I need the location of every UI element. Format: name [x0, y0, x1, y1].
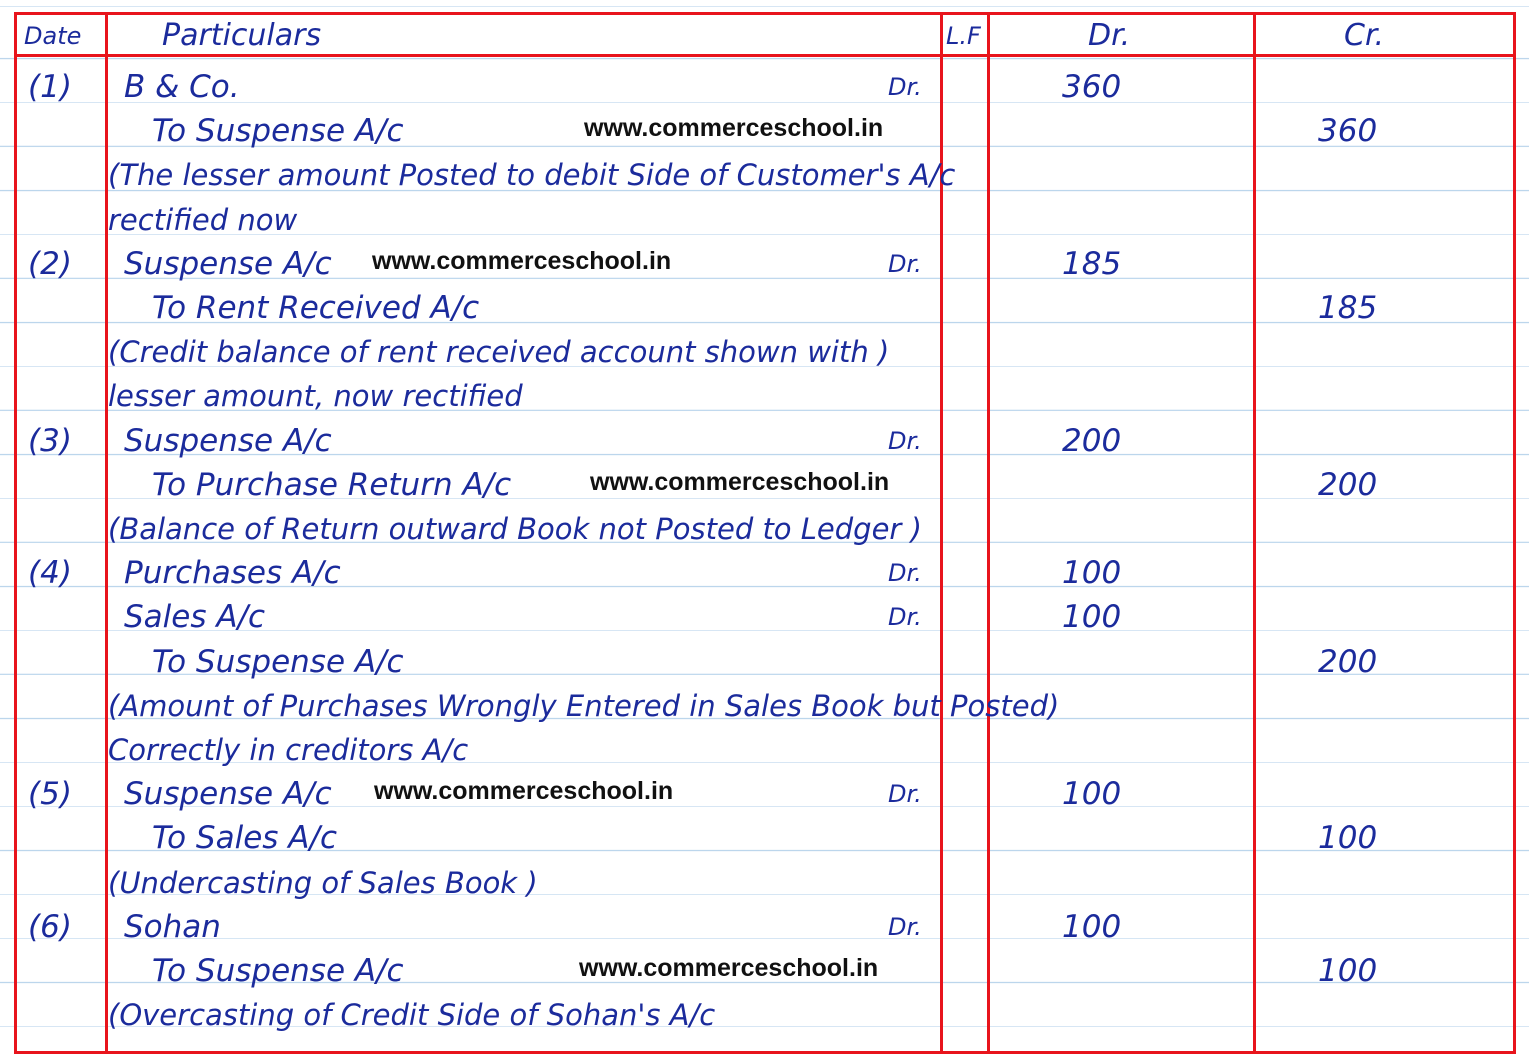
journal-row: (6) Sohan Dr. 100 [0, 902, 1529, 946]
journal-row: (4) Purchases A/c Dr. 100 [0, 548, 1529, 592]
journal-row: To Suspense A/c 100 www.commerceschool.in [0, 946, 1529, 990]
column-divider-particulars [940, 12, 943, 1054]
particulars-text: Correctly in creditors A/c [108, 733, 469, 767]
watermark-text: www.commerceschool.in [590, 467, 890, 496]
debit-marker: Dr. [888, 912, 922, 941]
entry-number: (2) [28, 245, 72, 282]
credit-amount: 360 [1318, 113, 1378, 150]
journal-row: To Suspense A/c 360 www.commerceschool.in [0, 106, 1529, 150]
particulars-text: B & Co. [124, 69, 240, 105]
debit-amount: 185 [1062, 245, 1122, 282]
header-cr: Cr. [1344, 18, 1385, 53]
debit-amount: 100 [1062, 599, 1122, 636]
entry-number: (3) [28, 422, 72, 459]
journal-row: (1) B & Co. Dr. 360 [0, 62, 1529, 106]
journal-row: (Balance of Return outward Book not Post… [0, 504, 1529, 548]
debit-amount: 100 [1062, 908, 1122, 945]
particulars-text: Sohan [124, 908, 221, 945]
particulars-text: (Undercasting of Sales Book ) [108, 865, 538, 900]
watermark-text: www.commerceschool.in [374, 777, 674, 806]
particulars-text: To Rent Received A/c [152, 290, 480, 326]
watermark-text: www.commerceschool.in [579, 954, 879, 982]
journal-row: (3) Suspense A/c Dr. 200 [0, 416, 1529, 460]
credit-amount: 100 [1318, 953, 1378, 989]
credit-amount: 185 [1318, 290, 1378, 326]
debit-marker: Dr. [888, 780, 922, 809]
particulars-text: Sales A/c [124, 599, 266, 636]
entry-number: (6) [28, 908, 72, 945]
credit-amount: 200 [1318, 466, 1378, 503]
journal-row: (Overcasting of Credit Side of Sohan's A… [0, 990, 1529, 1034]
particulars-text: lesser amount, now rectified [108, 379, 523, 414]
debit-amount: 100 [1062, 776, 1122, 813]
column-divider-lf [987, 12, 990, 1054]
particulars-text: rectified now [108, 202, 298, 237]
debit-amount: 100 [1062, 555, 1122, 592]
particulars-text: (Overcasting of Credit Side of Sohan's A… [108, 998, 716, 1033]
journal-row: lesser amount, now rectified [0, 371, 1529, 415]
particulars-text: To Sales A/c [152, 820, 337, 857]
journal-border [14, 12, 1516, 1054]
particulars-text: To Purchase Return A/c [152, 466, 512, 503]
debit-marker: Dr. [888, 73, 922, 101]
journal-row: (The lesser amount Posted to debit Side … [0, 150, 1529, 194]
header-date: Date [24, 22, 82, 50]
journal-row: To Rent Received A/c 185 [0, 283, 1529, 327]
journal-row: rectified now [0, 195, 1529, 239]
particulars-text: (Balance of Return outward Book not Post… [108, 512, 922, 546]
header-lf: L.F [946, 22, 981, 50]
header-dr: Dr. [1088, 18, 1131, 53]
journal-row: (5) Suspense A/c Dr. 100 www.commerceschool.… [0, 769, 1529, 813]
entry-number: (4) [28, 555, 72, 592]
journal-row: Sales A/c Dr. 100 [0, 592, 1529, 636]
particulars-text: Purchases A/c [124, 555, 341, 592]
particulars-text: (Credit balance of rent received account… [108, 335, 890, 370]
journal-row: (2) Suspense A/c Dr. 185 www.commerceschool.… [0, 239, 1529, 283]
column-divider-date [105, 12, 108, 1054]
debit-marker: Dr. [888, 249, 922, 278]
journal-row: To Suspense A/c 200 [0, 637, 1529, 681]
debit-amount: 360 [1062, 69, 1122, 105]
journal-row: (Amount of Purchases Wrongly Entered in … [0, 681, 1529, 725]
column-divider-dr [1253, 12, 1256, 1054]
particulars-text: Suspense A/c [124, 776, 332, 813]
particulars-text: Suspense A/c [124, 245, 332, 282]
header-divider [14, 54, 1516, 57]
entry-number: (5) [28, 776, 72, 813]
journal-row: Correctly in creditors A/c [0, 725, 1529, 769]
journal-row: To Sales A/c 100 [0, 813, 1529, 857]
journal-row: To Purchase Return A/c 200 www.commercesch… [0, 460, 1529, 504]
journal-row: (Credit balance of rent received account… [0, 327, 1529, 371]
particulars-text: To Suspense A/c [152, 643, 404, 680]
particulars-text: (Amount of Purchases Wrongly Entered in … [108, 688, 1060, 723]
header-particulars: Particulars [162, 18, 322, 53]
debit-amount: 200 [1062, 422, 1122, 459]
particulars-text: Suspense A/c [124, 422, 332, 459]
debit-marker: Dr. [888, 426, 922, 455]
particulars-text: To Suspense A/c [152, 113, 404, 150]
credit-amount: 100 [1318, 820, 1378, 857]
journal-row: (Undercasting of Sales Book ) [0, 858, 1529, 902]
credit-amount: 200 [1318, 643, 1378, 680]
watermark-text: www.commerceschool.in [584, 114, 884, 143]
debit-marker: Dr. [888, 559, 922, 588]
particulars-text: To Suspense A/c [152, 953, 404, 989]
watermark-text: www.commerceschool.in [372, 246, 672, 275]
particulars-text: (The lesser amount Posted to debit Side … [108, 158, 956, 193]
debit-marker: Dr. [888, 603, 922, 632]
entry-number: (1) [28, 69, 72, 105]
